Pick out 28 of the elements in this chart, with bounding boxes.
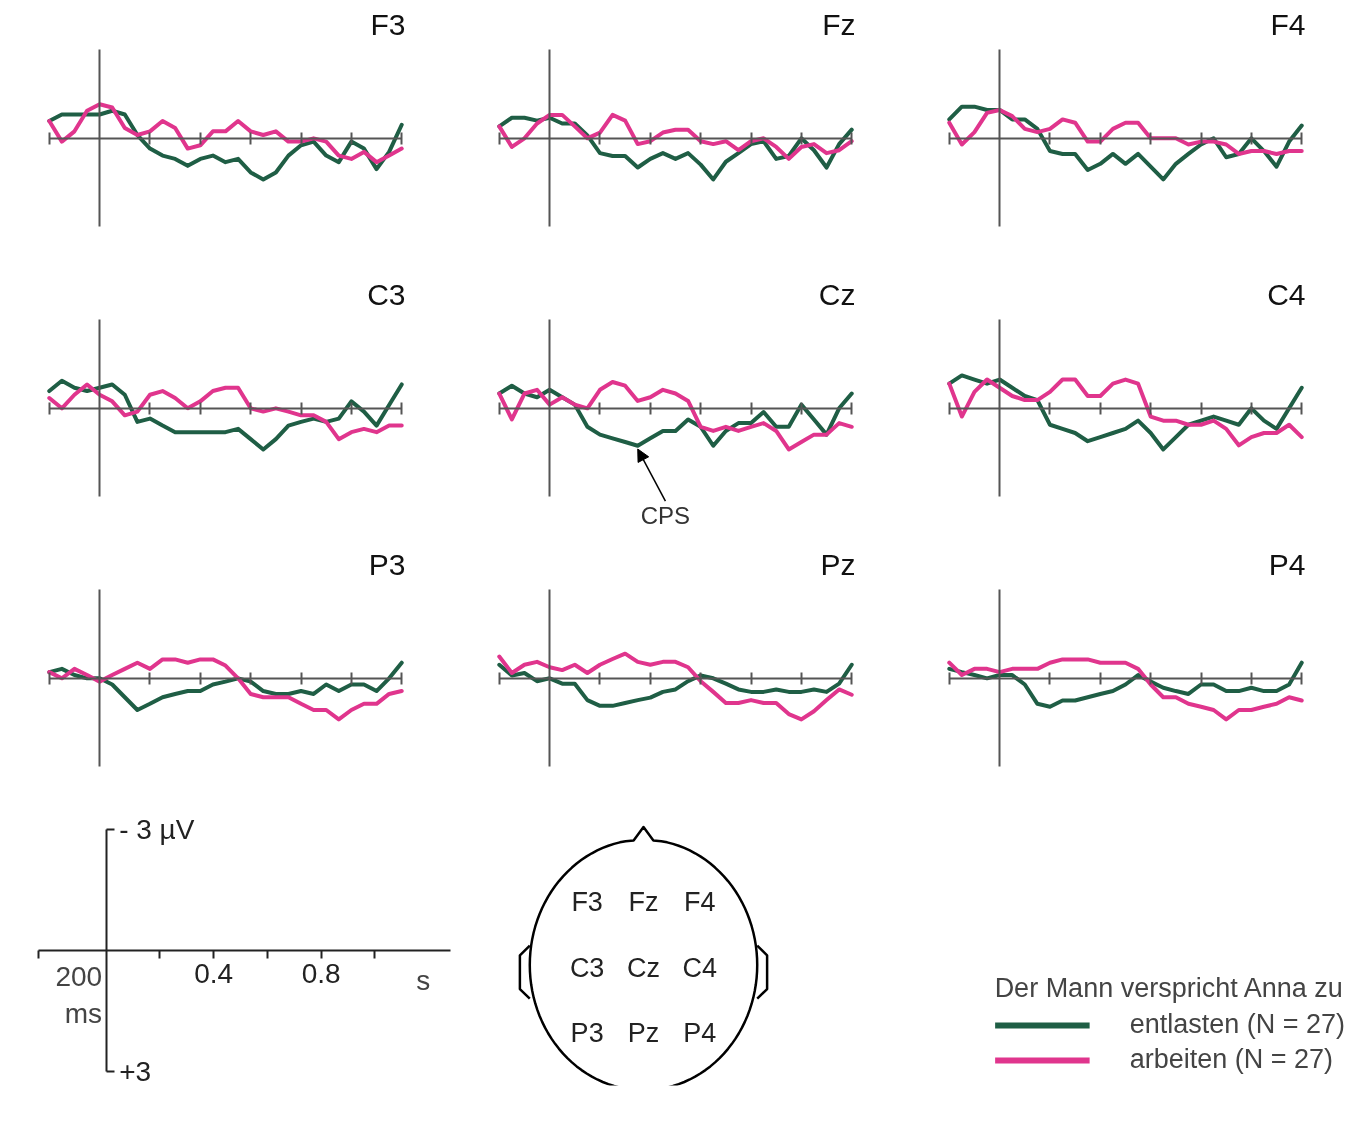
y-tick-label: +3 [119,1055,152,1087]
chart-title: Fz [822,7,856,41]
y-tick-label: - 3 µV [119,814,195,846]
legend-label: entlasten (N = 27) [1129,1009,1345,1040]
text: F4 [684,887,716,918]
text: Fz [628,887,659,918]
chart-title: P3 [368,547,406,581]
text: C3 [569,952,605,983]
chart-title: Pz [820,547,856,581]
annotation: 200 ms [55,960,103,1029]
text: F3 [571,887,603,918]
chart-title: C3 [367,277,406,311]
text: P4 [683,1018,717,1049]
chart-title: C4 [1267,277,1306,311]
x-tick-label: 0.4 [194,957,234,989]
text: Cz [627,952,660,983]
legend-label: arbeiten (N = 27) [1129,1044,1333,1075]
text: C4 [682,952,718,983]
chart-title: F4 [1270,7,1306,41]
x-tick-label: 0.8 [301,957,341,989]
chart-title: P4 [1268,547,1306,581]
chart-title: Cz [818,277,856,311]
text: Pz [627,1018,660,1049]
text: CPS [640,502,691,530]
chart-title: F3 [370,7,406,41]
legend-title: Der Mann verspricht Anna zu [994,973,1344,1004]
x-axis-title: s [416,964,431,996]
text: P3 [570,1018,604,1049]
